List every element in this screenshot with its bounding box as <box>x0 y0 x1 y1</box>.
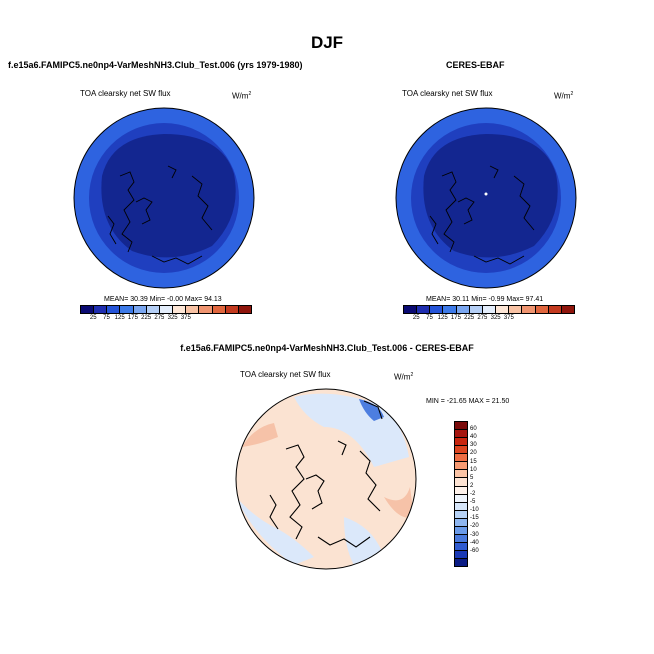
colorbar-tick-label: 75 <box>426 315 433 321</box>
diff-colorbar: 60 40 30 20 15 10 5 2 -2 -5 -10 -15 -20 -30 -40 -60 <box>454 421 492 567</box>
colorbar-tick-label: -15 <box>470 515 479 522</box>
obs-stats: MEAN= 30.11 Min= -0.99 Max= 97.41 <box>426 296 544 303</box>
colorbar-swatch <box>455 446 467 455</box>
colorbar-tick-label: -20 <box>470 523 479 530</box>
colorbar-swatch <box>159 306 174 313</box>
obs-variable-label: TOA clearsky net SW flux <box>402 89 493 98</box>
colorbar-swatch <box>522 306 536 313</box>
colorbar-swatch <box>94 306 108 313</box>
colorbar-swatch <box>430 306 444 313</box>
colorbar-tick-label: 40 <box>470 434 477 441</box>
diff-stats: MIN = -21.65 MAX = 21.50 <box>426 398 510 405</box>
colorbar-tick-label: 175 <box>450 315 461 321</box>
colorbar-swatch <box>120 306 134 313</box>
colorbar-tick-label: 20 <box>470 450 477 457</box>
colorbar-tick-label: -30 <box>470 531 479 538</box>
colorbar-tick-label: 375 <box>503 315 514 321</box>
colorbar-swatch <box>455 478 467 487</box>
colorbar-tick-label: 5 <box>470 474 474 481</box>
colorbar-swatch <box>509 306 523 313</box>
colorbar-tick-label: 10 <box>470 466 477 473</box>
colorbar-swatch <box>455 422 467 431</box>
colorbar-tick-label: -60 <box>470 547 479 554</box>
colorbar-swatch <box>455 526 467 535</box>
colorbar-swatch <box>482 306 497 313</box>
colorbar-swatch <box>212 306 226 313</box>
colorbar-swatch <box>561 306 575 313</box>
colorbar-swatch <box>455 534 467 543</box>
colorbar-tick-label: 25 <box>412 315 420 321</box>
colorbar-swatch <box>455 454 467 463</box>
colorbar-tick-label: 375 <box>180 315 191 321</box>
colorbar-swatch <box>455 494 467 503</box>
colorbar-tick-label: 175 <box>127 315 138 321</box>
colorbar-swatch <box>443 306 457 313</box>
colorbar-swatch <box>455 502 467 511</box>
colorbar-swatch <box>199 306 213 313</box>
colorbar-swatch <box>456 306 470 313</box>
colorbar-swatch <box>173 306 187 313</box>
colorbar-swatch <box>238 306 252 313</box>
model-variable-label: TOA clearsky net SW flux <box>80 89 171 98</box>
colorbar-swatch <box>455 462 467 471</box>
obs-polar-map <box>395 107 577 289</box>
model-colorbar: 25 75 125 175 225 275 325 375 <box>80 305 252 324</box>
colorbar-swatch <box>496 306 510 313</box>
colorbar-swatch <box>81 306 95 313</box>
colorbar-swatch <box>133 306 147 313</box>
colorbar-swatch <box>455 518 467 527</box>
diff-panel-title: f.e15a6.FAMIPC5.ne0np4-VarMeshNH3.Club_T… <box>180 343 474 353</box>
model-units-label: W/m2 <box>232 91 252 101</box>
colorbar-tick-label: 125 <box>437 315 448 321</box>
colorbar-tick-label: 225 <box>141 315 152 321</box>
model-stats: MEAN= 30.39 Min= -0.00 Max= 94.13 <box>104 296 222 303</box>
colorbar-tick-label: 60 <box>470 426 477 433</box>
colorbar-swatch <box>455 470 467 479</box>
colorbar-swatch <box>225 306 239 313</box>
colorbar-swatch <box>417 306 431 313</box>
colorbar-tick-label: 2 <box>470 482 474 489</box>
colorbar-tick-label: -2 <box>470 491 476 497</box>
colorbar-tick-label: 75 <box>103 315 110 321</box>
model-polar-map <box>73 107 255 289</box>
colorbar-swatch <box>548 306 562 313</box>
model-panel-title: f.e15a6.FAMIPC5.ne0np4-VarMeshNH3.Club_T… <box>8 60 303 70</box>
colorbar-swatch <box>455 559 467 567</box>
colorbar-tick-label: 25 <box>89 315 97 321</box>
colorbar-tick-label: 125 <box>114 315 125 321</box>
colorbar-tick-label: 275 <box>154 315 165 321</box>
colorbar-swatch <box>146 306 160 313</box>
colorbar-tick-label: 275 <box>477 315 488 321</box>
colorbar-tick-label: 30 <box>470 442 477 449</box>
colorbar-tick-label: 15 <box>470 458 477 465</box>
colorbar-swatch <box>455 542 467 551</box>
colorbar-tick-label: 325 <box>490 315 501 321</box>
colorbar-tick-label: -5 <box>470 499 476 506</box>
colorbar-swatch <box>455 430 467 439</box>
season-title: DJF <box>310 33 344 52</box>
colorbar-swatch <box>186 306 200 313</box>
obs-colorbar: 25 75 125 175 225 275 325 375 <box>403 305 575 324</box>
colorbar-swatch <box>535 306 549 313</box>
colorbar-tick-label: 225 <box>464 315 475 321</box>
colorbar-swatch <box>455 438 467 447</box>
colorbar-swatch <box>404 306 418 313</box>
colorbar-swatch <box>455 510 467 519</box>
colorbar-swatch <box>469 306 483 313</box>
colorbar-swatch <box>455 551 467 560</box>
diff-variable-label: TOA clearsky net SW flux <box>240 370 331 379</box>
colorbar-tick-label: -40 <box>470 539 479 546</box>
colorbar-tick-label: -10 <box>470 507 479 514</box>
colorbar-tick-label: 325 <box>167 315 178 321</box>
diff-units-label: W/m2 <box>394 372 414 382</box>
obs-panel-title: CERES-EBAF <box>446 60 505 70</box>
obs-units-label: W/m2 <box>554 91 574 101</box>
diff-polar-map <box>235 388 417 570</box>
colorbar-swatch <box>455 486 467 495</box>
colorbar-swatch <box>107 306 121 313</box>
